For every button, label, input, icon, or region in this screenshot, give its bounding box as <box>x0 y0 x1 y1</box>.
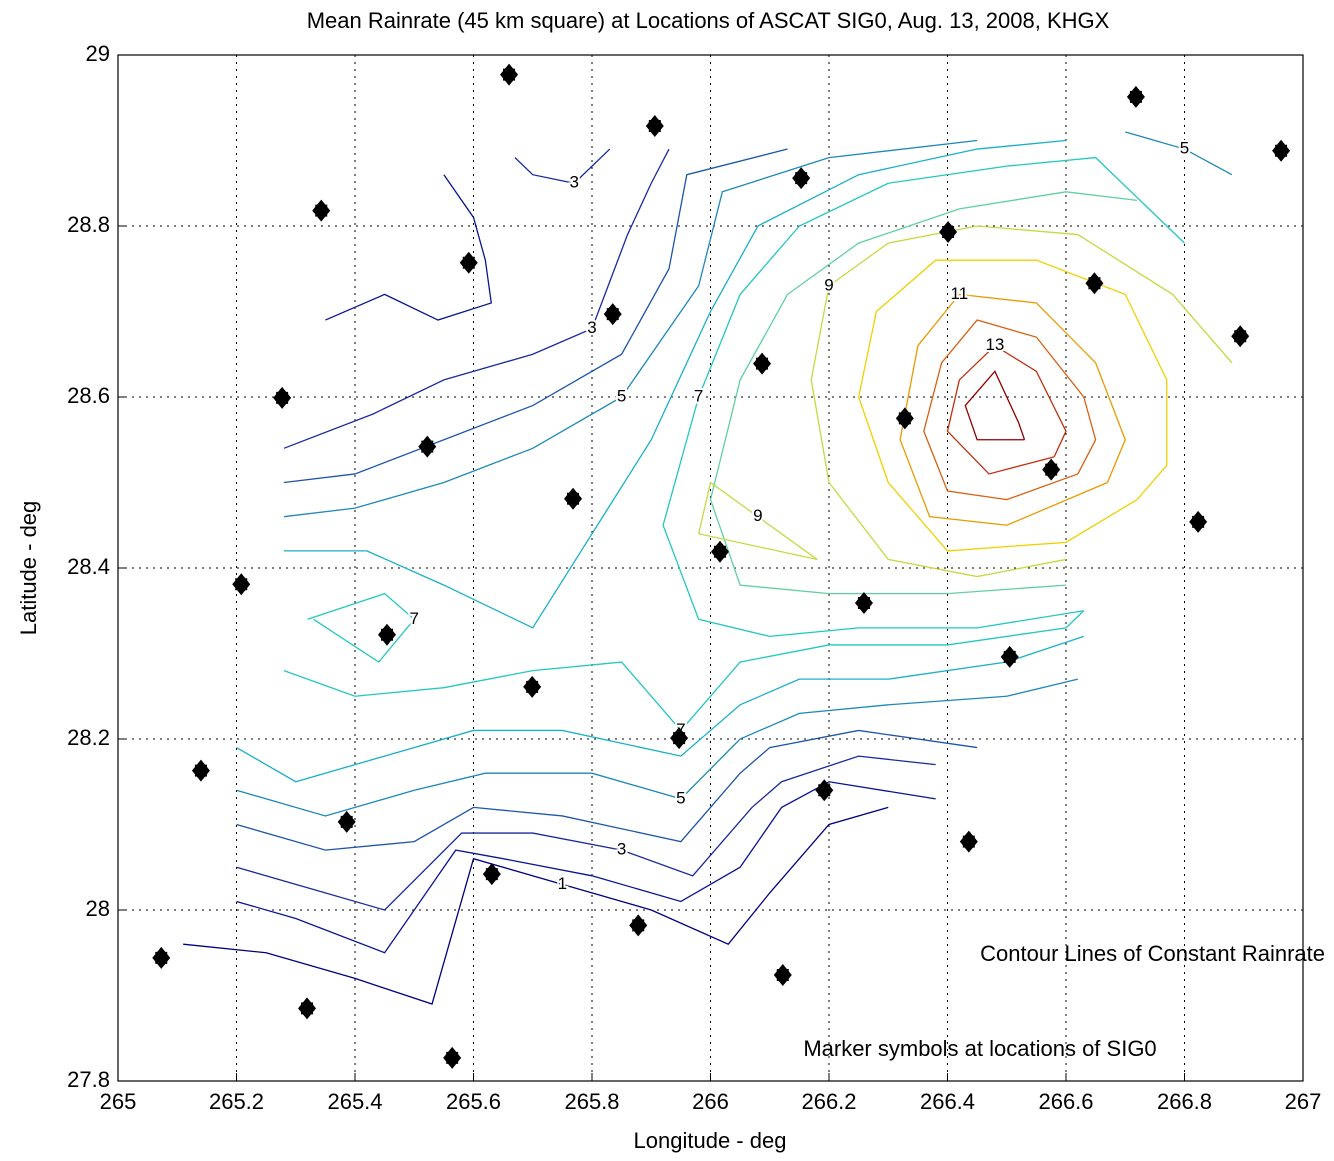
x-tick-label: 265.8 <box>564 1089 619 1114</box>
y-tick-label: 28.8 <box>67 212 110 237</box>
marker <box>273 386 292 409</box>
x-tick-label: 265 <box>100 1089 137 1114</box>
y-tick-label: 28.6 <box>67 383 110 408</box>
marker <box>152 946 171 969</box>
contour-line <box>709 191 1138 595</box>
marker <box>1042 458 1061 481</box>
contour-line <box>857 259 1168 552</box>
contour-line <box>236 635 1084 783</box>
contour-line <box>899 293 1126 526</box>
marker <box>523 675 542 698</box>
y-axis-label: Latitude - deg <box>16 501 41 636</box>
contour-line <box>236 755 936 911</box>
marker <box>191 759 210 782</box>
x-tick-label: 266.8 <box>1157 1089 1212 1114</box>
y-tick-label: 28.2 <box>67 725 110 750</box>
contour-label: 5 <box>617 386 626 405</box>
marker <box>1189 510 1208 533</box>
x-tick-label: 265.2 <box>209 1089 264 1114</box>
contour-line <box>964 370 1026 441</box>
contour-line <box>236 781 936 954</box>
x-tick-label: 266.4 <box>920 1089 975 1114</box>
contour-line <box>283 148 788 484</box>
contour-label: 13 <box>985 335 1004 354</box>
contour-line <box>923 319 1097 501</box>
plot-frame <box>117 54 1304 1082</box>
marker <box>753 352 772 375</box>
marker <box>337 810 356 833</box>
x-tick-label: 265.6 <box>446 1089 501 1114</box>
contour-line <box>236 678 1079 817</box>
contour-line <box>662 156 1185 638</box>
marker <box>854 592 873 615</box>
contour-line <box>183 806 889 1005</box>
annotation: Contour Lines of Constant Rainrate <box>980 941 1325 966</box>
contour-line <box>810 225 1233 578</box>
annotation: Marker symbols at locations of SIG0 <box>803 1036 1156 1061</box>
y-tick-label: 28.4 <box>67 554 110 579</box>
marker <box>792 167 811 190</box>
marker <box>459 251 478 274</box>
marker <box>312 199 331 222</box>
marker <box>1272 139 1291 162</box>
marker <box>443 1046 462 1069</box>
contour-line <box>236 729 978 851</box>
marker <box>418 435 437 458</box>
marker <box>232 573 251 596</box>
contour-line <box>946 344 1067 475</box>
marker <box>645 114 664 137</box>
y-tick-label: 29 <box>86 41 110 66</box>
contour-label: 11 <box>951 284 969 303</box>
contour-line <box>325 174 492 321</box>
contour-label: 7 <box>410 609 419 628</box>
contour-label: 1 <box>558 874 567 893</box>
marker <box>1000 645 1019 668</box>
contour-label: 5 <box>1180 139 1189 158</box>
marker <box>603 303 622 326</box>
marker <box>710 540 729 563</box>
contour-line <box>307 592 416 663</box>
contour-label: 3 <box>587 318 596 337</box>
contour-line <box>514 148 611 184</box>
x-tick-label: 265.4 <box>327 1089 382 1114</box>
marker <box>629 914 648 937</box>
contour-line <box>283 139 1067 629</box>
contour-line <box>283 148 670 449</box>
marker <box>564 487 583 510</box>
marker <box>1085 272 1104 295</box>
x-tick-label: 266.2 <box>801 1089 856 1114</box>
marker <box>1126 85 1145 108</box>
contour-label: 9 <box>824 275 833 294</box>
marker <box>482 863 501 886</box>
marker <box>377 623 396 646</box>
marker <box>895 407 914 430</box>
chart-title: Mean Rainrate (45 km square) at Location… <box>307 8 1110 33</box>
y-tick-label: 27.8 <box>67 1067 110 1092</box>
contour-label: 9 <box>753 506 762 525</box>
x-axis-label: Longitude - deg <box>634 1128 787 1153</box>
marker <box>1231 325 1250 348</box>
marker <box>670 727 689 750</box>
marker <box>298 997 317 1020</box>
contour-label: 7 <box>694 386 703 405</box>
contour-label: 3 <box>569 173 578 192</box>
x-tick-label: 267 <box>1285 1089 1322 1114</box>
x-tick-label: 266.6 <box>1038 1089 1093 1114</box>
x-tick-label: 266 <box>692 1089 729 1114</box>
contour-label: 5 <box>676 788 685 807</box>
contour-label: 3 <box>617 840 626 859</box>
y-tick-label: 28 <box>86 896 110 921</box>
contour-line <box>1125 131 1233 176</box>
contour-line <box>283 139 978 518</box>
marker <box>959 830 978 853</box>
marker <box>773 963 792 986</box>
marker <box>500 63 519 86</box>
contour-line <box>698 481 818 561</box>
marker <box>939 220 958 243</box>
marker <box>815 779 834 802</box>
